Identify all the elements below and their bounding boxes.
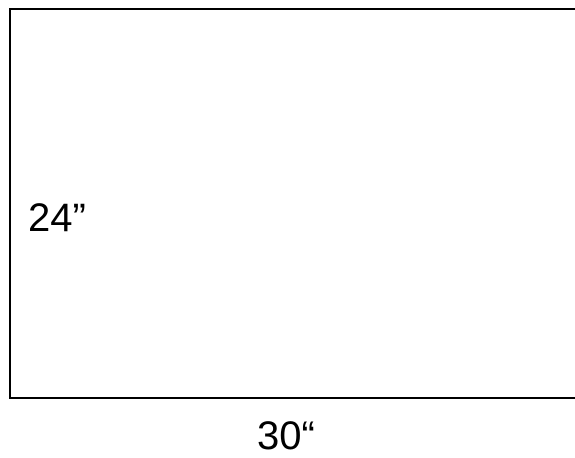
rectangle-outline <box>9 8 575 399</box>
width-label: 30“ <box>257 414 315 458</box>
height-label: 24” <box>28 196 86 240</box>
